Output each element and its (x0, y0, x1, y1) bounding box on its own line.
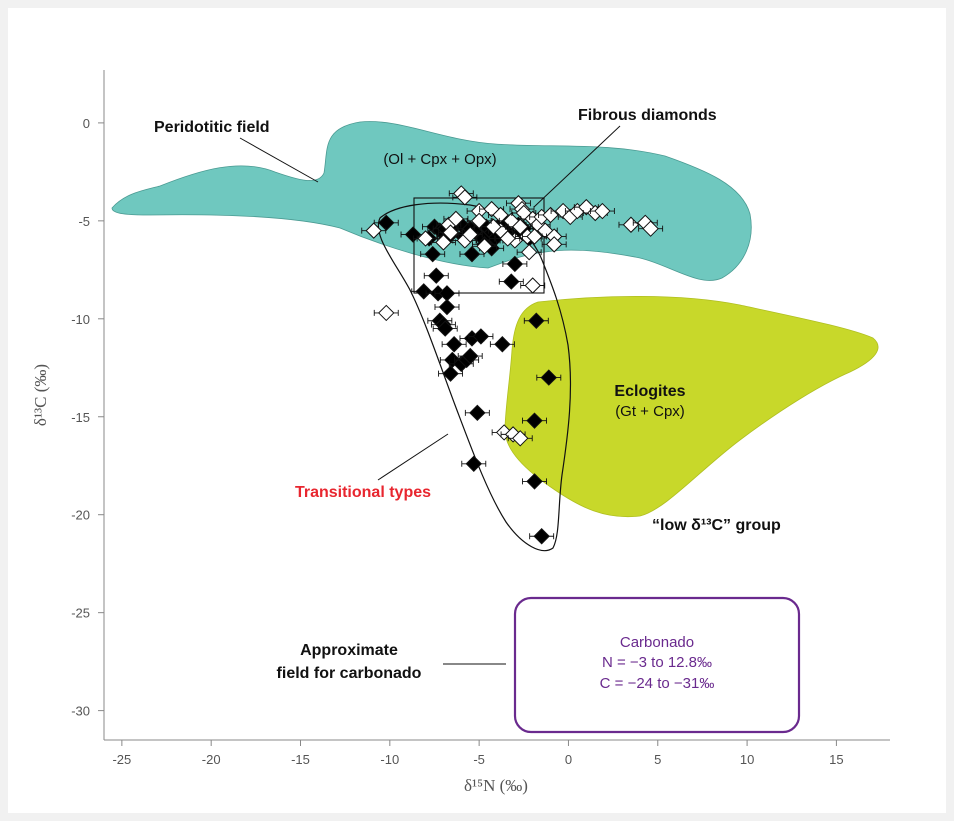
data-point-open (476, 238, 493, 255)
data-point-open (512, 430, 529, 447)
data-point-filled (438, 298, 456, 316)
data-point-filled (442, 365, 459, 382)
data-point-open (524, 277, 541, 294)
data-point-open (417, 230, 434, 247)
carbonado-title: Carbonado (620, 634, 694, 651)
data-point-filled (526, 412, 543, 429)
y-tick-label: 0 (83, 116, 90, 131)
data-point-open (435, 234, 452, 251)
data-point-filled (438, 285, 456, 302)
y-ticks: 0 -5 -10 -15 -20 -25 -30 (71, 116, 104, 719)
x-tick-label: -10 (380, 752, 399, 767)
data-point-open (365, 222, 382, 239)
x-axis-title: δ¹⁵N (‰) (464, 776, 528, 795)
y-axis-title: δ¹³C (‰) (31, 364, 50, 426)
fibrous-leader (533, 125, 621, 208)
data-point-filled (506, 255, 524, 273)
x-tick-label: -20 (202, 752, 221, 767)
data-point-filled (424, 245, 441, 263)
data-point-filled (463, 245, 481, 263)
data-point-open (470, 212, 488, 230)
data-point-open (622, 216, 640, 233)
data-point-filled (526, 473, 543, 490)
eclogites-label: Eclogites (614, 383, 685, 400)
data-point-filled (415, 283, 432, 300)
x-tick-label: -5 (473, 752, 485, 767)
data-point-filled (472, 328, 490, 345)
data-point-open (512, 218, 529, 235)
x-tick-label: 5 (654, 752, 661, 767)
peridotitic-subtitle: (Ol + Cpx + Opx) (383, 151, 496, 168)
data-point-filled (528, 312, 545, 329)
carbonado-field-label-1: Approximate (300, 642, 398, 659)
data-point-open (642, 220, 659, 237)
data-point-filled (378, 214, 395, 232)
data-point-open (442, 224, 459, 241)
data-point-open (461, 226, 479, 243)
y-tick-label: -30 (71, 704, 90, 719)
data-point-filled (465, 455, 482, 472)
y-tick-label: -20 (71, 508, 90, 523)
fibrous-diamonds-label: Fibrous diamonds (578, 107, 717, 124)
data-point-open (378, 304, 395, 322)
y-tick-label: -5 (78, 214, 90, 229)
x-tick-label: 0 (565, 752, 572, 767)
data-point-open (545, 236, 563, 253)
fibrous-diamonds-box (413, 197, 545, 294)
peridotitic-field-label: Peridotitic field (154, 119, 270, 136)
x-tick-label: -15 (291, 752, 310, 767)
transitional-leader (377, 433, 449, 481)
x-ticks: -25 -20 -15 -10 -5 0 5 10 15 (112, 740, 844, 767)
y-tick-label: -15 (71, 410, 90, 425)
data-point-open (447, 210, 465, 228)
data-point-filled (445, 336, 463, 353)
y-tick-label: -10 (71, 312, 90, 327)
data-point-open (485, 218, 502, 235)
low-group-label: “low δ¹³C” group (652, 517, 781, 534)
transitional-types-label: Transitional types (295, 484, 431, 501)
data-point-open (520, 243, 538, 261)
y-tick-label: -25 (71, 606, 90, 621)
x-tick-label: 10 (740, 752, 754, 767)
data-point-open (594, 202, 611, 220)
data-point-filled (469, 404, 486, 422)
data-point-filled (503, 273, 520, 290)
carbonado-field-label-2: field for carbonado (277, 665, 422, 682)
eclogite-field (504, 295, 879, 518)
data-point-filled (533, 528, 550, 545)
carbonado-box (513, 596, 801, 734)
carbonado-n-range: N = −3 to 12.8‰ (602, 654, 712, 671)
data-point-filled (540, 369, 558, 386)
data-point-filled (494, 336, 511, 353)
peridotitic-leader (239, 137, 319, 183)
data-point-filled (461, 347, 479, 365)
x-tick-label: 15 (829, 752, 843, 767)
data-point-filled (436, 320, 454, 337)
data-point-open (499, 230, 516, 247)
data-point-open (526, 228, 543, 245)
x-tick-label: -25 (112, 752, 131, 767)
carbonado-c-range: C = −24 to −31‰ (600, 675, 715, 692)
eclogites-subtitle: (Gt + Cpx) (615, 403, 685, 420)
marker-layer (361, 185, 664, 545)
peridotitic-field (111, 121, 752, 281)
data-point-filled (428, 267, 445, 284)
data-point-open (456, 189, 474, 206)
